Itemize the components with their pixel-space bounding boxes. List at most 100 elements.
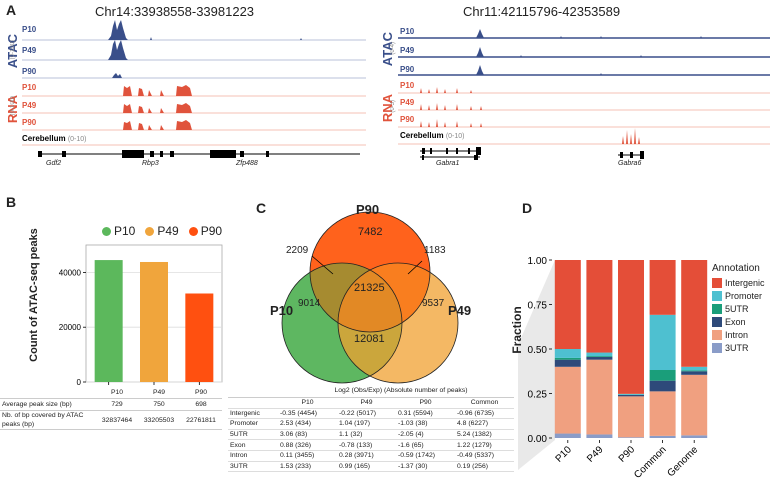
table-cell: P10	[278, 398, 337, 409]
panel-d-letter: D	[522, 200, 533, 216]
segment-5utr-p49	[586, 356, 613, 358]
legend-label: Intergenic	[725, 277, 765, 288]
legend-swatch	[712, 277, 722, 288]
panel-a-left-coord: Chr14:33938558-33981223	[95, 4, 255, 19]
table-cell: Intron	[228, 450, 278, 462]
table-cell: P49	[337, 398, 396, 409]
segment-3utr-p10	[554, 433, 581, 438]
table-cell: Promoter	[228, 418, 278, 430]
venn-leader-line	[311, 255, 334, 275]
segment-5utr-genome	[681, 370, 708, 372]
left-rna-p49-track	[22, 103, 366, 114]
legend-label: Promoter	[725, 290, 763, 301]
y-tick-label: 0.25	[528, 390, 548, 401]
panel-c-table-title: Log2 (Obs/Exp) (Absolute number of peaks…	[228, 387, 514, 398]
table-cell: 1.22 (1279)	[455, 439, 514, 451]
left-gene-models	[38, 150, 360, 158]
venn-overlay	[310, 212, 430, 332]
segment-intergenic-genome	[681, 260, 708, 367]
segment-intergenic-p10	[554, 260, 581, 349]
table-cell: 729	[96, 398, 138, 411]
right-rna-p90-track	[398, 119, 770, 128]
legend-item-intergenic: Intergenic	[712, 276, 765, 289]
left-gene-label: Zfp488	[236, 160, 258, 167]
table-cell: 698	[180, 398, 222, 411]
table-cell: 3UTR	[228, 461, 278, 473]
table-cell: Exon	[228, 439, 278, 451]
wedge-shape	[518, 260, 555, 470]
left-rna-p90-track	[22, 120, 366, 131]
right-rna-track-label: P90	[400, 115, 415, 124]
left-cerebellum-name: Cerebellum	[22, 134, 66, 143]
right-cerebellum-name: Cerebellum	[400, 131, 444, 140]
right-atac-track-label: P90	[400, 65, 415, 74]
legend-item-p49: P49	[145, 224, 179, 238]
segment-promoter-common	[649, 314, 676, 371]
table-cell: 33205503	[138, 410, 180, 430]
right-atac-track-label: P10	[400, 27, 415, 36]
right-atac-p49-track	[398, 47, 770, 58]
y-tick-label: 20000	[59, 323, 82, 332]
right-cerebellum-label: Cerebellum (0-10)	[400, 131, 465, 140]
left-gene-label: Gdf2	[46, 160, 62, 167]
table-cell: 5.24 (1382)	[455, 429, 514, 441]
table-cell: -0.35 (4454)	[278, 408, 337, 420]
bar-p49	[140, 261, 168, 382]
table-cell: 0.19 (256)	[455, 461, 514, 473]
table-row: Nb. of bp covered by ATAC peaks (bp) 328…	[0, 410, 222, 430]
table-row: Average peak size (bp) 729 750 698	[0, 398, 222, 411]
right-gene-models	[420, 147, 644, 160]
left-atac-track-label: P10	[22, 25, 37, 34]
venn-count-p10-only: 9014	[298, 298, 321, 309]
legend-item-3utr: 3UTR	[712, 341, 765, 354]
legend-item-5utr: 5UTR	[712, 302, 765, 315]
segment-exon-common	[649, 380, 676, 392]
segment-intergenic-common	[649, 260, 676, 315]
left-cerebellum-range: (0-10)	[67, 136, 87, 143]
segment-5utr-common	[649, 370, 676, 381]
table-cell: Nb. of bp covered by ATAC peaks (bp)	[0, 410, 96, 430]
table-cell: P49	[138, 387, 180, 399]
table-row: 5UTR 3.06 (83) 1.1 (32) -2.05 (4) 5.24 (1382…	[228, 429, 514, 441]
left-atac-p10-track	[22, 20, 366, 41]
segment-3utr-p49	[586, 434, 613, 438]
y-tick-label: 0	[77, 378, 82, 387]
segment-promoter-genome	[681, 366, 708, 371]
panel-b-table: P10 P49 P90 Average peak size (bp) 729 7…	[0, 387, 222, 430]
segment-exon-genome	[681, 371, 708, 375]
table-cell: 0.31 (5594)	[396, 408, 455, 420]
table-cell: P90	[396, 398, 455, 409]
segment-intergenic-p49	[586, 260, 613, 353]
left-cerebellum-label: Cerebellum (0-10)	[22, 134, 87, 143]
panel-a-letter: A	[6, 2, 17, 18]
left-rna-p10-track	[22, 85, 366, 97]
table-cell: 2.53 (434)	[278, 418, 337, 430]
table-cell	[0, 387, 96, 399]
table-cell: 3.06 (83)	[278, 429, 337, 441]
venn-leader-line	[407, 260, 423, 275]
venn-count-p49-only: 9537	[422, 298, 445, 309]
panel-d-legend: Intergenic Promoter 5UTR Exon Intron 3UTR	[712, 276, 765, 354]
table-cell: -2.05 (4)	[396, 429, 455, 441]
segment-intron-p49	[586, 359, 613, 435]
panel-c-table: Log2 (Obs/Exp) (Absolute number of peaks…	[228, 387, 514, 473]
right-rna-p10-track	[398, 87, 770, 94]
table-row: Promoter 2.53 (434) 1.04 (197) -1.03 (38) 4.…	[228, 418, 514, 430]
table-cell: Average peak size (bp)	[0, 398, 96, 411]
table-cell: 0.11 (3455)	[278, 450, 337, 462]
venn-count-p90-only: 7482	[358, 226, 383, 238]
left-atac-track-label: P90	[22, 67, 37, 76]
venn-set-label-p90: P90	[356, 202, 380, 217]
segment-exon-p49	[586, 357, 613, 360]
legend-label: P49	[157, 224, 179, 238]
right-gene-label: Gabra6	[618, 160, 642, 167]
segment-promoter-p90	[618, 393, 644, 395]
left-gene-label: Rbp3	[142, 160, 159, 167]
table-cell: 1.04 (197)	[337, 418, 396, 430]
table-cell: -0.96 (6735)	[455, 408, 514, 420]
venn-circle-p49	[338, 263, 458, 383]
table-cell: 22761811	[180, 410, 222, 430]
legend-swatch	[712, 329, 722, 340]
